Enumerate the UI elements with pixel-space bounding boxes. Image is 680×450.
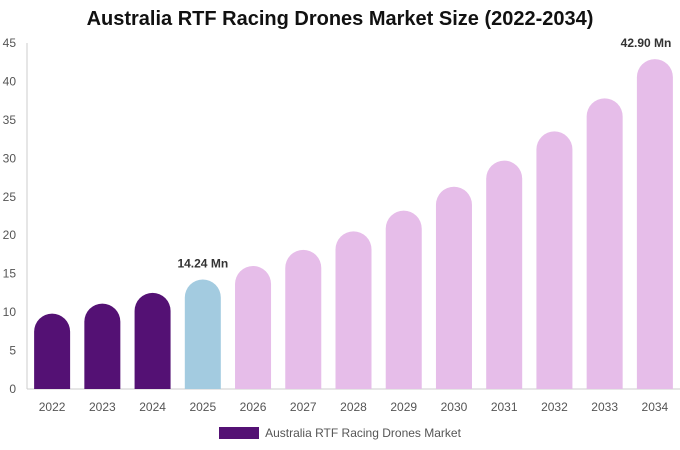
x-tick-label: 2025 (189, 400, 216, 414)
data-labels: 14.24 Mn 42.90 Mn (177, 36, 671, 270)
bar-2025 (184, 279, 221, 389)
x-tick-label: 2031 (491, 400, 518, 414)
x-tick-label: 2027 (290, 400, 317, 414)
bar-2030 (435, 186, 472, 389)
y-tick-label: 45 (3, 36, 17, 50)
x-tick-label: 2024 (139, 400, 166, 414)
x-tick-label: 2028 (340, 400, 367, 414)
bar-2029 (385, 210, 422, 389)
x-tick-label: 2022 (39, 400, 66, 414)
bar-2033 (586, 98, 623, 390)
bars (34, 59, 673, 390)
legend: Australia RTF Racing Drones Market (0, 426, 680, 440)
x-tick-label: 2034 (642, 400, 669, 414)
x-tick-label: 2029 (390, 400, 417, 414)
data-label: 14.24 Mn (177, 257, 228, 271)
bar-2032 (536, 131, 573, 389)
bar-2024 (134, 292, 171, 389)
legend-label: Australia RTF Racing Drones Market (265, 426, 461, 440)
bar-2034 (636, 59, 673, 389)
y-tick-label: 35 (3, 113, 17, 127)
y-tick-label: 10 (3, 305, 17, 319)
y-tick-label: 15 (3, 267, 17, 281)
legend-swatch (219, 427, 260, 439)
x-tick-label: 2030 (441, 400, 468, 414)
x-tick-label: 2033 (591, 400, 618, 414)
y-tick-label: 40 (3, 74, 17, 88)
bar-2027 (285, 249, 322, 389)
bar-2026 (235, 265, 272, 389)
y-tick-label: 30 (3, 151, 17, 165)
y-tick-label: 25 (3, 190, 17, 204)
data-label: 42.90 Mn (621, 36, 672, 50)
x-tick-label: 2023 (89, 400, 116, 414)
x-tick-label: 2032 (541, 400, 568, 414)
bar-2023 (84, 303, 121, 389)
y-tick-label: 20 (3, 228, 17, 242)
bar-2022 (34, 313, 71, 389)
y-tick-label: 0 (9, 382, 16, 396)
x-tick-label: 2026 (240, 400, 267, 414)
y-tick-label: 5 (9, 344, 16, 358)
bar-2031 (486, 160, 523, 389)
bar-2028 (335, 231, 372, 389)
chart-title: Australia RTF Racing Drones Market Size … (86, 8, 594, 30)
